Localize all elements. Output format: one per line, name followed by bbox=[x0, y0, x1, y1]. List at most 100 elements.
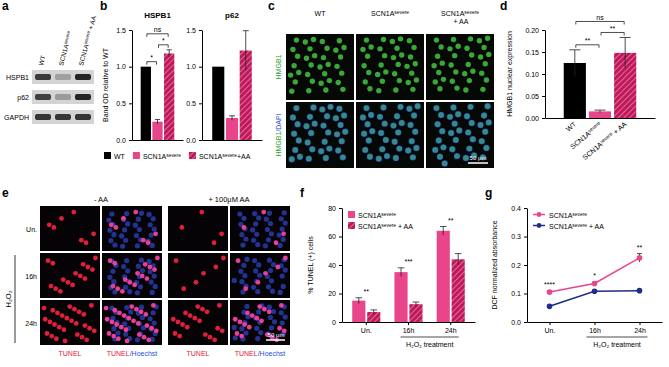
label-part: + AA bbox=[610, 120, 628, 136]
cell bbox=[339, 138, 344, 143]
cell bbox=[414, 77, 419, 82]
nucleus bbox=[447, 114, 453, 120]
tunel-cell bbox=[80, 335, 85, 340]
nucleus bbox=[326, 145, 332, 151]
nucleus bbox=[280, 320, 285, 325]
row-label: 16h bbox=[25, 273, 37, 280]
chart-title: HSPB1 bbox=[144, 11, 171, 20]
cell bbox=[290, 115, 295, 120]
error-bar-cap bbox=[370, 309, 377, 310]
tunel-cell bbox=[279, 303, 284, 308]
row-label: 24h bbox=[25, 320, 37, 327]
cell bbox=[450, 147, 455, 152]
y-tick-label: 0.5 bbox=[116, 100, 126, 107]
x-tick-label: 24h bbox=[445, 327, 457, 334]
tunel-cell bbox=[261, 210, 266, 215]
panel-label: b bbox=[100, 0, 107, 13]
nucleus bbox=[150, 243, 155, 248]
nucleus bbox=[263, 243, 268, 248]
tunel-cell bbox=[78, 274, 83, 279]
cell bbox=[340, 155, 345, 160]
error-bar-stem bbox=[401, 268, 402, 277]
tunel-cell bbox=[49, 284, 54, 289]
x-tick: 24h bbox=[634, 322, 646, 334]
bar bbox=[394, 272, 407, 322]
y-axis-line bbox=[132, 31, 133, 141]
error-bar bbox=[569, 50, 580, 76]
nucleus bbox=[323, 155, 329, 161]
x-label-bracket bbox=[401, 337, 459, 338]
error-bar bbox=[229, 116, 235, 120]
nucleus bbox=[278, 243, 283, 248]
lane-label: WT bbox=[37, 55, 46, 67]
cell bbox=[438, 112, 443, 117]
nucleus bbox=[269, 325, 274, 330]
cell bbox=[383, 69, 388, 74]
y-tick-label: 0.5 bbox=[186, 100, 196, 107]
y-tick-label: 60 bbox=[328, 233, 336, 240]
y-axis-line bbox=[527, 209, 528, 323]
tunel-cell bbox=[152, 267, 157, 272]
tunel-cell bbox=[242, 322, 247, 327]
nucleus bbox=[433, 105, 439, 111]
nucleus bbox=[243, 236, 248, 241]
cell bbox=[462, 71, 467, 76]
nucleus bbox=[257, 273, 262, 278]
nucleus bbox=[241, 216, 246, 221]
nucleus bbox=[414, 103, 420, 109]
tunel-cell bbox=[243, 286, 248, 291]
label-part: TUNEL bbox=[59, 350, 82, 357]
cell bbox=[477, 38, 482, 43]
cell bbox=[433, 147, 438, 152]
tunel-cell bbox=[212, 337, 217, 342]
cell bbox=[484, 145, 489, 150]
nucleus bbox=[412, 129, 418, 135]
cell bbox=[465, 62, 470, 67]
cells bbox=[431, 35, 491, 92]
nucleus bbox=[463, 155, 469, 161]
protein-label: GAPDH bbox=[4, 114, 29, 121]
cell bbox=[337, 106, 342, 111]
legend-label: SCN1Asevere bbox=[143, 152, 181, 160]
nucleus bbox=[244, 304, 249, 309]
nucleus bbox=[342, 129, 348, 135]
lane-label: SCN1Asevere bbox=[57, 30, 74, 67]
nucleus bbox=[147, 259, 152, 264]
tunel-cell bbox=[108, 258, 113, 263]
nucleus bbox=[147, 212, 152, 217]
cell bbox=[288, 72, 293, 77]
cell bbox=[294, 37, 299, 42]
label-part: SCN1A bbox=[358, 212, 382, 219]
nucleus bbox=[484, 103, 490, 109]
nucleus bbox=[153, 284, 158, 289]
error-bar-cap bbox=[440, 226, 447, 227]
significance-bracket bbox=[147, 34, 168, 37]
cell bbox=[361, 63, 366, 68]
row-label: HMGB1/DAPI bbox=[275, 113, 282, 156]
cell bbox=[450, 79, 455, 84]
error-bar-stem bbox=[373, 310, 374, 314]
cell bbox=[296, 70, 301, 75]
nucleus bbox=[241, 263, 246, 268]
y-axis-title: Band OD relative to WT bbox=[102, 47, 109, 122]
cell bbox=[393, 87, 398, 92]
nucleus bbox=[296, 137, 302, 143]
cell bbox=[364, 105, 369, 110]
nucleus bbox=[240, 242, 245, 247]
legend: SCN1AsevereSCN1Asevere + AA bbox=[533, 211, 604, 230]
legend-item: SCN1Asevere+AA bbox=[189, 152, 251, 160]
tunel-cell bbox=[90, 267, 95, 272]
nucleus bbox=[121, 217, 126, 222]
label-part: /Hoechst bbox=[130, 350, 158, 357]
nucleus bbox=[251, 285, 256, 290]
nucleus bbox=[149, 326, 154, 331]
cell bbox=[367, 154, 372, 159]
cell bbox=[336, 80, 341, 85]
x-tick-mark bbox=[366, 322, 367, 325]
cell bbox=[390, 39, 395, 44]
nucleus bbox=[396, 145, 402, 151]
nucleus bbox=[449, 146, 455, 152]
significance-label: * bbox=[162, 37, 165, 44]
tunel-cell bbox=[58, 289, 63, 294]
significance-label: * bbox=[150, 54, 153, 61]
